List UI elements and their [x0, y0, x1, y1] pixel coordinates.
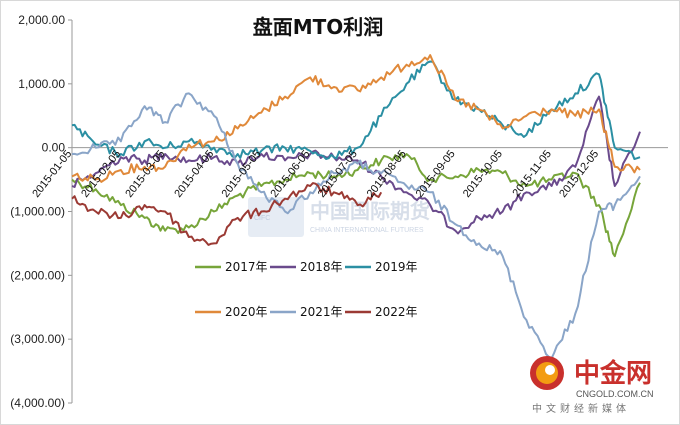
- legend-label: 2017年: [225, 260, 268, 274]
- legend-item: 2022年: [345, 305, 418, 319]
- legend-item: 2018年: [270, 260, 343, 274]
- chart-title: 盘面MTO利润: [253, 15, 384, 39]
- logo-domain: CNGOLD.COM.CN: [576, 389, 654, 399]
- y-tick-label: (2,000.00): [10, 268, 65, 282]
- legend-item: 2021年: [270, 305, 343, 319]
- series-line-2018年: [71, 95, 641, 235]
- legend-label: 2021年: [300, 305, 343, 319]
- watermark-subtext: CHINA INTERNATIONAL FUTURES: [310, 227, 424, 234]
- watermark: CIFC 中国国际期货 CHINA INTERNATIONAL FUTURES: [248, 197, 430, 237]
- legend-item: 2017年: [195, 260, 268, 274]
- series-line-2017年: [71, 152, 641, 258]
- watermark-badge-text: CIFC: [254, 215, 270, 222]
- logo-name: 中金网: [574, 358, 652, 389]
- legend-item: 2020年: [195, 305, 268, 319]
- watermark-badge: [248, 197, 304, 237]
- y-tick-label: 2,000.00: [18, 13, 65, 27]
- y-axis: 2,000.00 1,000.00 0.00 (1,000.00) (2,000.00)…: [10, 13, 73, 410]
- y-tick-label: (3,000.00): [10, 332, 65, 346]
- legend-label: 2020年: [225, 305, 268, 319]
- series-line-2020年: [71, 54, 641, 183]
- logo-emblem-core: [545, 365, 555, 375]
- legend-label: 2019年: [375, 260, 418, 274]
- legend-label: 2022年: [375, 305, 418, 319]
- plot-series: [71, 54, 641, 360]
- logo-tagline: 中文财经新媒体: [532, 402, 630, 415]
- watermark-text: 中国国际期货: [310, 199, 430, 223]
- legend: 2017年 2018年 2019年 2020年 2021年 2022年: [195, 260, 418, 319]
- y-tick-label: (4,000.00): [10, 396, 65, 410]
- legend-item: 2019年: [345, 260, 418, 274]
- y-tick-label: (1,000.00): [10, 205, 65, 219]
- y-tick-label: 0.00: [42, 141, 66, 155]
- y-tick-label: 1,000.00: [18, 77, 65, 91]
- legend-label: 2018年: [300, 260, 343, 274]
- series-line-2022年: [71, 182, 383, 246]
- cngold-logo: 中金网 CNGOLD.COM.CN 中文财经新媒体: [530, 356, 654, 415]
